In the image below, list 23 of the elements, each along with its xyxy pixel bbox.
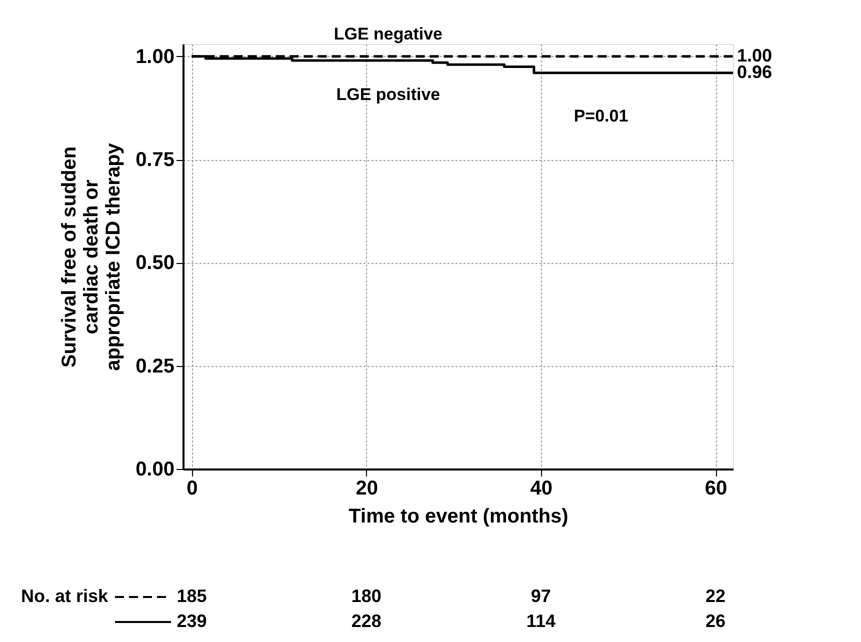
annotation: P=0.01 xyxy=(574,106,628,126)
y-tick-label: 1.00 xyxy=(136,46,174,68)
text: 185 xyxy=(176,586,207,606)
text: 239 xyxy=(176,611,207,631)
y-tick-label: 0.50 xyxy=(136,252,174,274)
text: 26 xyxy=(706,611,726,631)
x-axis-title: Time to event (months) xyxy=(348,506,568,528)
series-label: LGE negative xyxy=(334,24,442,44)
y-tick-label: 0.75 xyxy=(136,149,174,172)
text: 22 xyxy=(706,586,726,606)
x-tick-label: 0 xyxy=(186,478,198,500)
text: No. at risk xyxy=(20,586,109,606)
y-axis-title: Survival free of sudden cardiac death or appropriate ICD therapy xyxy=(58,142,125,371)
text: 114 xyxy=(526,611,556,631)
x-tick-label: 60 xyxy=(704,478,728,500)
x-tick-label: 20 xyxy=(356,478,378,500)
text: 228 xyxy=(351,611,382,631)
x-tick-label: 40 xyxy=(530,478,553,500)
y-tick-label: 0.25 xyxy=(136,355,174,378)
text: 180 xyxy=(351,586,382,606)
text: 97 xyxy=(530,586,551,606)
series-label: LGE positive xyxy=(336,84,440,104)
y-tick-label: 0.00 xyxy=(136,458,174,480)
